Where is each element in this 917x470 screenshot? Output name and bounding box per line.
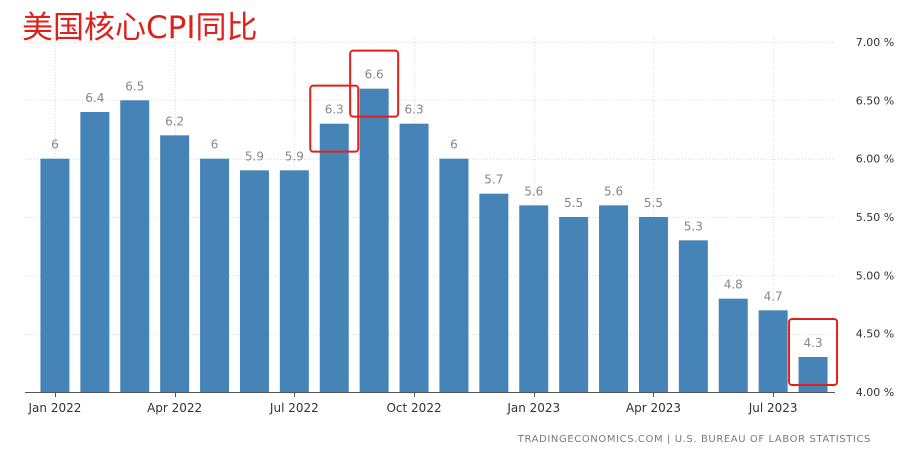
bar-2023-06	[718, 298, 748, 392]
x-tick-label-3: Oct 2022	[386, 401, 441, 415]
value-label-2022-01: 6	[51, 138, 59, 152]
highlight-boxes	[309, 49, 839, 386]
value-label-2023-07: 4.7	[764, 289, 783, 303]
value-label-2023-03: 5.6	[604, 184, 623, 198]
bar-2022-08	[319, 123, 349, 393]
bar-2023-05	[678, 240, 708, 392]
bar-2023-01	[519, 205, 549, 392]
value-label-2022-10: 6.3	[405, 103, 424, 117]
bar-2023-08	[798, 357, 828, 392]
bars	[40, 88, 828, 393]
bar-2023-02	[559, 217, 589, 392]
bar-2023-04	[638, 217, 668, 392]
y-tick-label-5: 6.50 %	[856, 94, 894, 107]
bar-2022-07	[279, 170, 309, 392]
bar-2022-06	[239, 170, 269, 392]
value-label-2022-12: 5.7	[484, 173, 503, 187]
bar-2022-03	[120, 100, 150, 392]
bar-2022-01	[40, 158, 70, 392]
bar-2022-10	[399, 123, 429, 393]
y-axis: 4.00 % 4.50 % 5.00 % 5.50 % 6.00 % 6.50 % 7.00…	[856, 36, 894, 399]
value-label-2022-09: 6.6	[365, 68, 384, 82]
value-label-2022-05: 6	[211, 138, 219, 152]
value-label-2023-05: 5.3	[684, 219, 703, 233]
value-label-2023-06: 4.8	[724, 278, 743, 292]
bar-2022-12	[479, 193, 509, 392]
value-labels: 6 6.4 6.5 6.2 6 5.9 5.9 6.3 6.6 6.3 6 5.7 5.6 5.5 5.6 5…	[51, 68, 822, 350]
bar-2022-02	[80, 112, 110, 392]
source-attribution: TRADINGECONOMICS.COM | U.S. BUREAU OF LA…	[517, 434, 871, 445]
x-axis: Jan 2022 Apr 2022 Jul 2022 Oct 2022 Jan 2023…	[25, 392, 835, 415]
value-label-2023-04: 5.5	[644, 196, 663, 210]
y-tick-label-6: 7.00 %	[856, 36, 894, 49]
bar-2022-05	[200, 158, 230, 392]
value-label-2022-08: 6.3	[325, 103, 344, 117]
value-label-2022-11: 6	[450, 138, 458, 152]
highlight-box-2023-08	[788, 318, 839, 386]
bar-2023-03	[599, 205, 629, 392]
highlight-box-2022-09	[349, 49, 400, 118]
value-label-2022-02: 6.4	[85, 91, 104, 105]
value-label-2022-03: 6.5	[125, 79, 144, 93]
chart-title: 美国核心CPI同比	[22, 10, 258, 46]
value-label-2022-06: 5.9	[245, 149, 264, 163]
highlight-box-2022-08	[309, 84, 360, 153]
x-tick-label-4: Jan 2023	[506, 401, 560, 415]
value-label-2023-02: 5.5	[564, 196, 583, 210]
y-tick-label-4: 6.00 %	[856, 153, 894, 166]
value-label-2022-07: 5.9	[285, 149, 304, 163]
y-tick-label-1: 4.50 %	[856, 328, 894, 341]
value-label-2023-08: 4.3	[804, 336, 823, 350]
x-tick-label-0: Jan 2022	[28, 401, 82, 415]
y-tick-label-2: 5.00 %	[856, 269, 894, 282]
x-tick-label-2: Jul 2022	[269, 401, 319, 415]
x-tick-label-5: Apr 2023	[626, 401, 681, 415]
y-tick-label-0: 4.00 %	[856, 386, 894, 399]
x-tick-label-1: Apr 2022	[147, 401, 202, 415]
y-tick-label-3: 5.50 %	[856, 211, 894, 224]
bar-2022-11	[439, 158, 469, 392]
bar-2022-04	[160, 135, 190, 393]
bar-2022-09	[359, 88, 389, 393]
x-tick-label-6: Jul 2023	[748, 401, 798, 415]
bar-2023-07	[758, 310, 788, 392]
value-label-2022-04: 6.2	[165, 114, 184, 128]
value-label-2023-01: 5.6	[524, 184, 543, 198]
